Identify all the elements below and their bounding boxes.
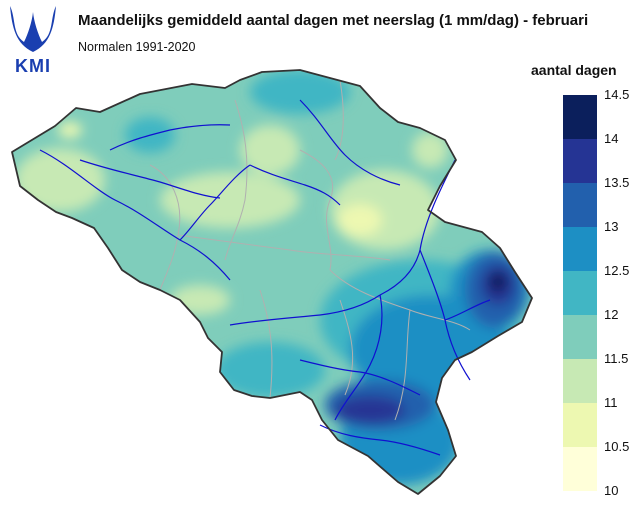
legend-swatch — [563, 447, 597, 491]
legend-swatch — [563, 139, 597, 183]
zone-11-west — [15, 148, 105, 212]
river-sambre — [229, 294, 381, 326]
zone-13.5-south — [335, 396, 405, 424]
province-border-7 — [339, 299, 354, 396]
river-maas-south — [334, 294, 383, 421]
legend-tick-label: 13.5 — [604, 175, 630, 190]
river-maas-north — [379, 159, 456, 296]
legend-swatch — [563, 315, 597, 359]
river-leie — [79, 159, 221, 199]
province-border-6 — [259, 289, 273, 399]
legend-tick-label: 11.5 — [604, 351, 629, 366]
legend-swatch — [563, 95, 597, 139]
province-border-8 — [394, 309, 411, 421]
map-title: Maandelijks gemiddeld aantal dagen met n… — [78, 12, 589, 29]
zone-10.5-west — [58, 122, 82, 138]
legend-tick-label: 14.5 — [604, 87, 630, 102]
legend-title: aantal dagen — [531, 62, 617, 78]
province-border-9 — [334, 79, 344, 161]
zone-14-east — [489, 272, 507, 292]
river-dender — [179, 164, 251, 241]
belgium-map — [0, 55, 540, 505]
province-border-5 — [329, 269, 471, 331]
legend-tick-label: 14 — [604, 131, 619, 146]
legend-swatch — [563, 183, 597, 227]
province-borders — [149, 79, 471, 421]
river-vesder — [444, 299, 491, 321]
zone-12-hainaut — [215, 342, 325, 398]
legend-swatch — [563, 403, 597, 447]
legend-tick-label: 12.5 — [604, 263, 630, 278]
zone-11-north — [240, 125, 300, 175]
zone-12-north — [250, 70, 350, 114]
legend-tick-label: 11 — [604, 395, 618, 410]
legend-swatch — [563, 227, 597, 271]
river-lesse — [299, 359, 421, 396]
belgium-outline — [11, 69, 533, 495]
river-semois — [319, 424, 441, 456]
precipitation-shading — [12, 70, 532, 494]
legend-tick-label: 10.5 — [604, 439, 630, 454]
legend-tick-label: 13 — [604, 219, 619, 234]
kmi-logo: KMI — [4, 4, 62, 76]
river-dijle — [249, 164, 341, 206]
river-demer — [299, 99, 401, 186]
map-subtitle: Normalen 1991-2020 — [78, 40, 196, 54]
legend-tick-label: 12 — [604, 307, 619, 322]
logo-text: KMI — [15, 56, 51, 74]
province-border-4 — [177, 234, 391, 261]
zone-10.5-east — [338, 204, 382, 236]
legend-tick-label: 10 — [604, 483, 619, 498]
province-border-3 — [299, 149, 334, 271]
zone-11-ne — [412, 132, 448, 168]
rivers — [39, 99, 491, 456]
province-border-2 — [224, 99, 248, 261]
logo-emblem — [10, 6, 56, 52]
river-schelde — [39, 149, 231, 281]
zone-11-central — [160, 172, 300, 228]
legend-swatch — [563, 271, 597, 315]
legend-swatch — [563, 359, 597, 403]
river-canal — [109, 124, 231, 151]
